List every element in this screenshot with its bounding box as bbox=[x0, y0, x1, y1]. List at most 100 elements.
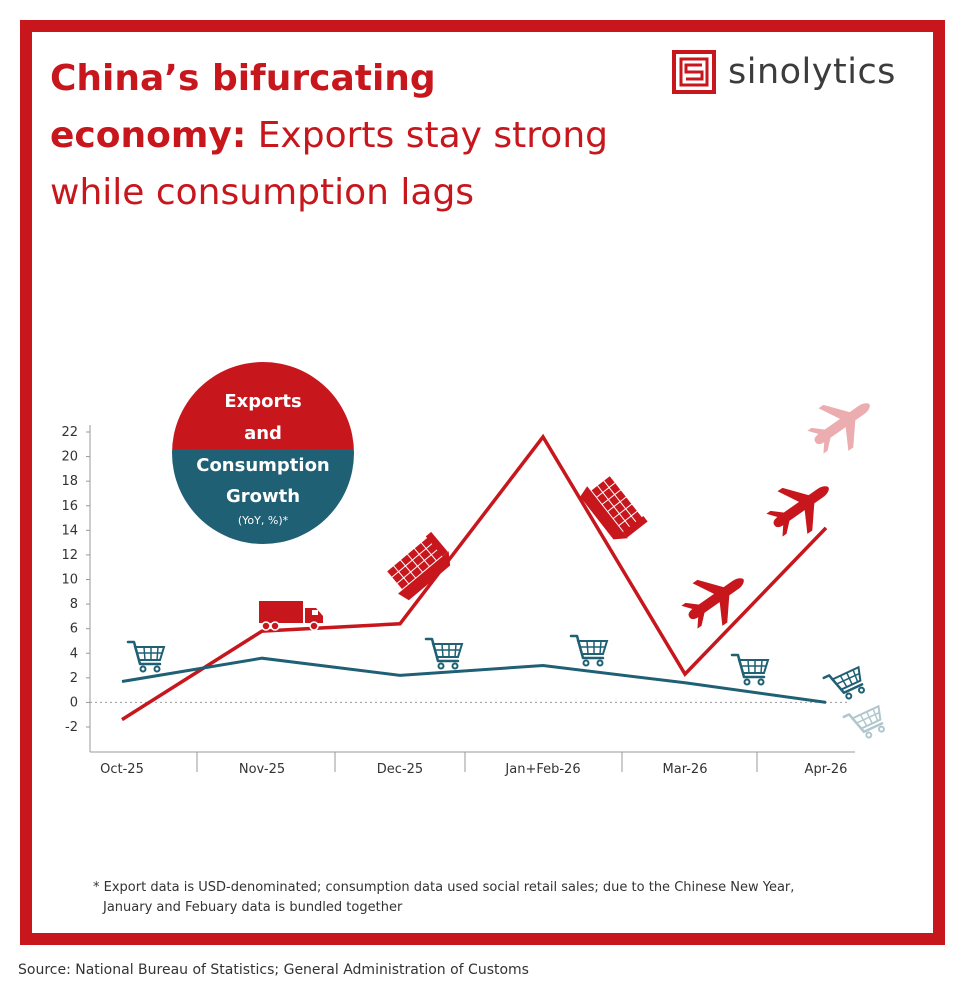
chart-frame bbox=[20, 20, 945, 945]
truck-wheel bbox=[261, 621, 271, 631]
plane-wing bbox=[777, 487, 810, 503]
series-line-consumption bbox=[121, 656, 827, 704]
sinolytics-logo-icon bbox=[672, 50, 716, 94]
ship-bridge bbox=[425, 531, 448, 557]
container-ship-icon bbox=[580, 476, 648, 540]
cart-wheel bbox=[877, 725, 885, 733]
plane-wing bbox=[845, 419, 856, 451]
plane-wing bbox=[804, 502, 815, 534]
cart-grid bbox=[856, 708, 880, 727]
plane-wing bbox=[719, 594, 730, 626]
cart-wheel bbox=[139, 665, 147, 673]
cart-basket bbox=[830, 665, 862, 691]
y-tick-label: 6 bbox=[70, 622, 78, 637]
truck-trailer bbox=[259, 601, 303, 623]
badge-line-consumption: Consumption bbox=[196, 455, 330, 476]
ship-container bbox=[609, 495, 620, 506]
cart-grid bbox=[137, 646, 162, 661]
ship-container bbox=[411, 566, 422, 578]
chart-title: China’s bifurcating economy: Exports sta… bbox=[50, 50, 630, 221]
cart-wheel bbox=[743, 678, 751, 686]
plane-wing bbox=[692, 579, 725, 595]
ship-container bbox=[399, 566, 410, 578]
cart-icon bbox=[126, 640, 166, 673]
ship-container bbox=[404, 572, 416, 584]
cart-basket bbox=[737, 659, 770, 674]
cart-frame bbox=[842, 713, 884, 734]
y-tick-label: 16 bbox=[61, 499, 78, 514]
ship-container bbox=[613, 514, 625, 526]
truck-wheel bbox=[309, 621, 319, 631]
cart-wheel bbox=[845, 692, 853, 700]
title-rest: Exports stay strong while consumption la… bbox=[50, 115, 608, 213]
plane-body bbox=[688, 578, 744, 620]
cart-wheel bbox=[857, 686, 865, 694]
cart-icon bbox=[569, 634, 609, 667]
y-tick-label: 22 bbox=[61, 425, 78, 440]
cart-wheel bbox=[437, 662, 445, 670]
truck-cab bbox=[305, 608, 323, 623]
plane-body bbox=[814, 403, 870, 445]
ship-container bbox=[614, 502, 625, 514]
ship-container bbox=[591, 486, 603, 497]
cart-basket bbox=[850, 704, 882, 730]
badge-line-exports: Exports bbox=[224, 391, 301, 412]
x-tick-label: Oct-25 bbox=[100, 762, 144, 777]
cart-wheel bbox=[865, 731, 873, 739]
badge-line-growth: Growth bbox=[226, 486, 300, 507]
icons-layer bbox=[126, 403, 885, 739]
cart-icon bbox=[730, 653, 770, 686]
cart-wheel bbox=[582, 659, 590, 667]
badge-line-and: and bbox=[244, 423, 282, 444]
footnote-line-1: * Export data is USD-denominated; consum… bbox=[93, 880, 795, 895]
badge-line-unit: (YoY, %)* bbox=[238, 514, 289, 527]
x-tick-label: Mar-26 bbox=[663, 762, 708, 777]
y-tick-label: 14 bbox=[61, 523, 78, 538]
cart-icon bbox=[424, 637, 464, 670]
ship-container bbox=[407, 548, 419, 560]
plane-wing bbox=[818, 404, 851, 420]
x-tick-label: Nov-25 bbox=[239, 762, 285, 777]
cart-wheel bbox=[153, 665, 161, 673]
y-tick-label: 10 bbox=[61, 573, 78, 588]
airplane-icon bbox=[766, 486, 829, 537]
truck-wheel bbox=[270, 621, 280, 631]
cart-wheel bbox=[451, 662, 459, 670]
footnote: * Export data is USD-denominated; consum… bbox=[93, 878, 893, 918]
legend-badge: Exports and Consumption Growth (YoY, %)* bbox=[172, 362, 354, 544]
truck-window bbox=[312, 610, 318, 615]
airplane-icon bbox=[681, 578, 744, 629]
container-ship-icon bbox=[387, 531, 451, 601]
ship-container bbox=[392, 572, 403, 583]
cart-grid bbox=[435, 643, 460, 658]
y-tick-label: 12 bbox=[61, 548, 78, 563]
title-bold: China’s bifurcating economy: bbox=[50, 58, 436, 156]
ship-container bbox=[602, 500, 614, 511]
ship-container bbox=[615, 490, 626, 501]
ship-hull bbox=[398, 551, 451, 601]
y-tick-label: 18 bbox=[61, 474, 78, 489]
axes: -2 0 2 4 6 8 10 12 14 16 18 20 22 Oct-25 Nov-25 Dec-25 J… bbox=[61, 425, 855, 777]
y-tick-label: 0 bbox=[70, 695, 78, 710]
ship-container bbox=[387, 566, 398, 577]
ship-container bbox=[626, 504, 637, 516]
ship-hull bbox=[580, 486, 628, 540]
ship-container bbox=[397, 578, 409, 590]
source-note: Source: National Bureau of Statistics; G… bbox=[18, 962, 529, 978]
footnote-line-2: January and Febuary data is bundled toge… bbox=[103, 900, 403, 915]
y-tick-label: 8 bbox=[70, 597, 78, 612]
ship-container bbox=[418, 561, 429, 572]
x-tick-label: Apr-26 bbox=[805, 762, 848, 777]
cart-basket bbox=[576, 640, 609, 655]
airplane-icon-faded bbox=[807, 403, 870, 454]
ship-container bbox=[419, 549, 431, 560]
y-tick-label: -2 bbox=[65, 720, 78, 735]
ship-container bbox=[425, 555, 436, 566]
ship-bridge bbox=[622, 515, 648, 538]
y-tick-label: 4 bbox=[70, 646, 78, 661]
ship-container bbox=[609, 483, 621, 494]
series-line-exports bbox=[121, 433, 828, 722]
logo-text: sinolytics bbox=[728, 52, 896, 92]
ship-container bbox=[604, 476, 615, 487]
